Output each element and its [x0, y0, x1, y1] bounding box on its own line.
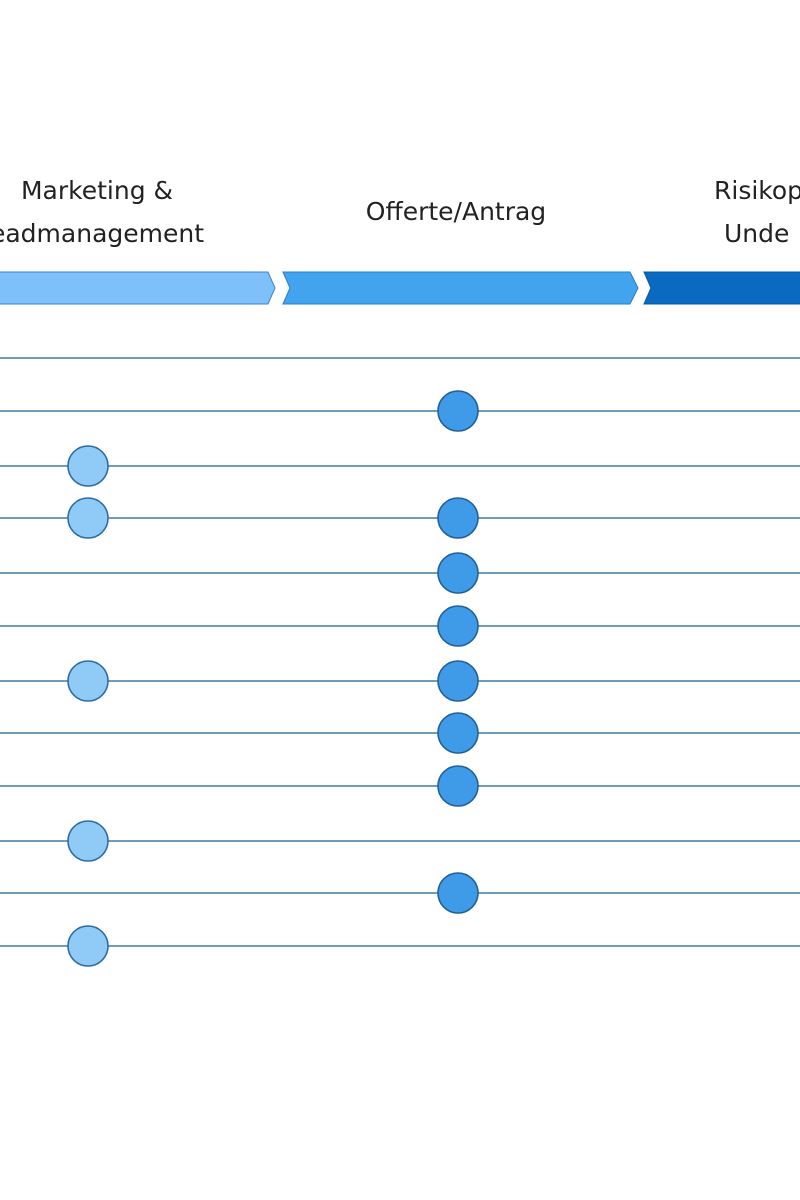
phase-label: eadmanagement	[0, 219, 204, 248]
phase-dot	[437, 552, 479, 594]
phase-label: Unde	[724, 219, 789, 248]
phase-arrow	[282, 271, 639, 305]
phase-dot	[437, 712, 479, 754]
phase-dot	[437, 390, 479, 432]
phase-label: Offerte/Antrag	[366, 197, 546, 226]
phase-arrow	[0, 271, 276, 305]
phase-label: Marketing &	[21, 176, 173, 205]
row-lines	[0, 357, 800, 947]
phase-arrow	[643, 271, 800, 305]
phase-dot	[67, 660, 109, 702]
phase-dot	[437, 872, 479, 914]
phase-label: Risikop	[714, 176, 800, 205]
phase-dot	[437, 497, 479, 539]
phase-dot	[437, 660, 479, 702]
phase-dot	[67, 925, 109, 967]
phase-dot	[67, 820, 109, 862]
phase-dot	[437, 605, 479, 647]
phase-dot	[67, 497, 109, 539]
phase-dot	[67, 445, 109, 487]
phase-dot	[437, 765, 479, 807]
